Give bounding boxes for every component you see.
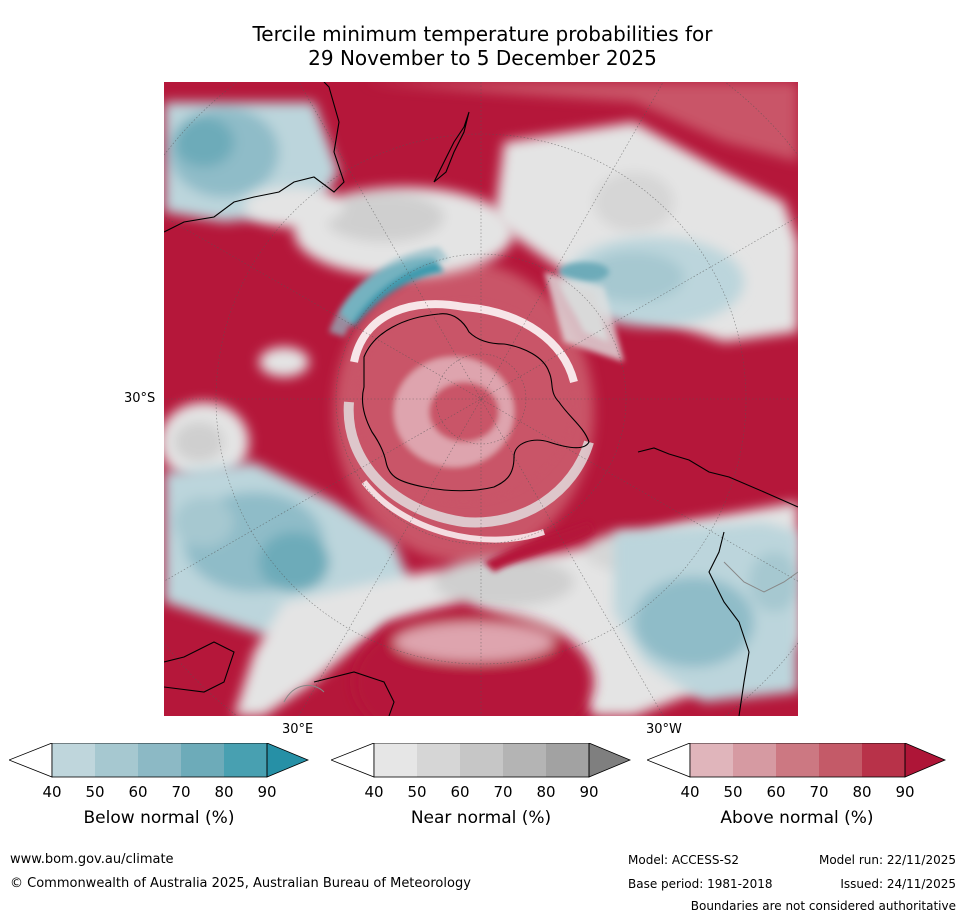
title-line-2: 29 November to 5 December 2025: [308, 46, 657, 70]
below-tick-80: 80: [214, 783, 234, 801]
sea-ice-ring: [343, 300, 594, 543]
base-period: Base period: 1981-2018: [628, 877, 773, 891]
antarctica-fill: [354, 302, 574, 502]
copyright-text: © Commonwealth of Australia 2025, Austra…: [10, 876, 471, 891]
colorbar-near-bin-5: [546, 743, 589, 777]
above-tick-50: 50: [723, 783, 743, 801]
below-tick-70: 70: [171, 783, 191, 801]
above-tick-80: 80: [852, 783, 872, 801]
model-name: Model: ACCESS-S2: [628, 853, 740, 867]
colorbar-above-bin-2: [733, 743, 776, 777]
longitude-label-30e: 30°E: [282, 722, 314, 737]
colorbar-below-bin-5: [224, 743, 267, 777]
colorbar-below-bin-2: [95, 743, 138, 777]
probability-map: [164, 82, 798, 716]
colorbar-near-bin-4: [503, 743, 546, 777]
colorbar-above-white-tip: [645, 742, 691, 778]
map-svg: [164, 82, 798, 716]
title-line-1: Tercile minimum temperature probabilitie…: [252, 22, 713, 46]
model-run-date: Model run: 22/11/2025: [818, 853, 956, 867]
colorbar-near-bin-1: [374, 743, 417, 777]
colorbar-above-bin-1: [690, 743, 733, 777]
colorbar-near-white-tip: [329, 742, 375, 778]
latitude-label-30s: 30°S: [124, 391, 156, 406]
australia-coast: [164, 82, 345, 233]
colorbar-below-white-tip: [7, 742, 53, 778]
below-tick-50: 50: [85, 783, 105, 801]
colorbar-below-bin-1: [52, 743, 95, 777]
colorbar-near-normal: [329, 742, 632, 783]
near-normal-title: Near normal (%): [410, 808, 552, 828]
colorbar-above-normal: [645, 742, 947, 783]
issued-date: Issued: 24/11/2025: [840, 877, 956, 891]
near-tick-60: 60: [450, 783, 470, 801]
colorbar-below-bin-4: [181, 743, 224, 777]
above-normal-south: [354, 612, 594, 716]
colorbar-below-svg: [7, 742, 310, 778]
boundaries-disclaimer: Boundaries are not considered authoritat…: [690, 899, 956, 913]
colorbar-above-bin-3: [776, 743, 819, 777]
above-tick-90: 90: [895, 783, 915, 801]
below-normal-title: Below normal (%): [83, 808, 235, 828]
below-normal-se: [614, 522, 798, 702]
colorbar-above-svg: [645, 742, 947, 778]
above-normal-band: [484, 522, 594, 572]
africa-coast: [164, 641, 395, 716]
above-normal-title: Above normal (%): [720, 808, 874, 828]
near-tick-80: 80: [536, 783, 556, 801]
below-tick-90: 90: [257, 783, 277, 801]
below-tick-60: 60: [128, 783, 148, 801]
below-normal-ne: [564, 237, 744, 327]
above-tick-60: 60: [766, 783, 786, 801]
near-normal-west: [164, 347, 309, 482]
colorbar-near-bin-3: [460, 743, 503, 777]
near-tick-50: 50: [407, 783, 427, 801]
graticule: [164, 82, 798, 716]
below-normal-arc: [329, 247, 609, 337]
colorbar-above-bin-5: [862, 743, 905, 777]
above-tick-70: 70: [809, 783, 829, 801]
colorbar-above-bin-4: [819, 743, 862, 777]
near-tick-40: 40: [364, 783, 384, 801]
colorbar-above-end-tip: [904, 742, 947, 778]
new-zealand-coast: [433, 111, 470, 183]
chart-title: Tercile minimum temperature probabilitie…: [0, 22, 965, 70]
above-tick-40: 40: [680, 783, 700, 801]
coastlines: [164, 82, 798, 716]
below-tick-40: 40: [42, 783, 62, 801]
colorbar-below-end-tip: [266, 742, 310, 778]
near-tick-90: 90: [579, 783, 599, 801]
colorbar-near-end-tip: [588, 742, 632, 778]
borders: [283, 561, 798, 703]
colorbar-below-normal: [7, 742, 310, 783]
colorbar-near-svg: [329, 742, 632, 778]
south-america-coast: [637, 447, 798, 716]
near-normal-wedge: [544, 272, 624, 362]
near-tick-70: 70: [493, 783, 513, 801]
website-link[interactable]: www.bom.gov.au/climate: [10, 852, 174, 867]
antarctica-coast: [361, 313, 590, 492]
colorbar-near-bin-2: [417, 743, 460, 777]
colorbar-below-bin-3: [138, 743, 181, 777]
longitude-label-30w: 30°W: [646, 722, 682, 737]
near-normal-north: [244, 187, 514, 277]
